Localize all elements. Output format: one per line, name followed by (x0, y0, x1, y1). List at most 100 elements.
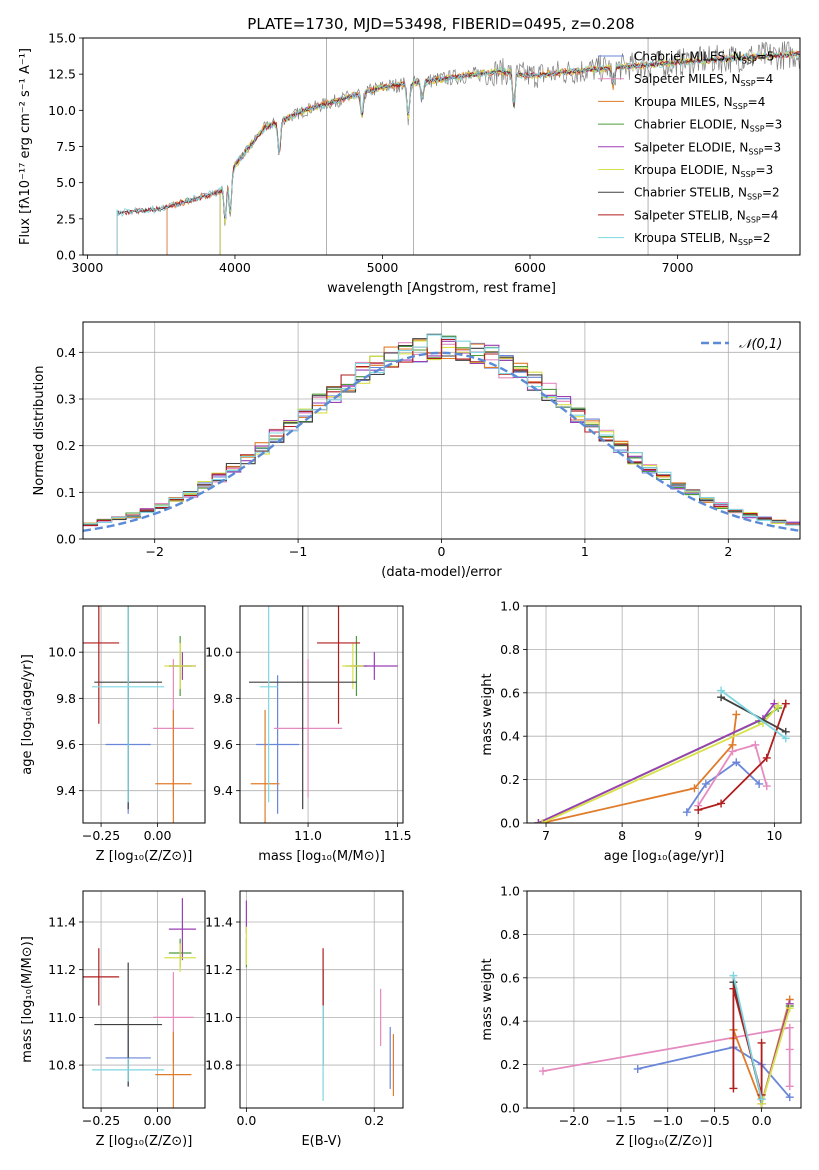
mass-vs-z-point-kroupa-stelib (92, 1057, 165, 1082)
mass-vs-z-y-tick-label: 11.2 (48, 962, 76, 977)
weight-vs-age-x-tick-label: 9 (694, 828, 702, 843)
mass-vs-ebv-axes: 0.0 0.2 10.8 11.0 11.2 11.4 E(B-V) (205, 891, 403, 1149)
residuals-axes: −2 −1 0 1 2 0.0 0.1 0.2 0.3 0.4 (data-model)/error… (32, 322, 800, 580)
chart-layer: 3000 4000 5000 6000 70000.02.55.07.510.012.5… (18, 31, 802, 1149)
age-vs-mass-y-tick-label: 9.4 (213, 783, 233, 798)
weight-vs-age-x-axis-label: age [log₁₀(age/yr)] (604, 849, 725, 864)
weight-vs-age-y-tick-label: 0.2 (500, 772, 520, 787)
weight-vs-age-y-tick-label: 0.0 (500, 816, 520, 831)
weight-vs-z-series-salpeter-stelib (729, 984, 766, 1099)
mass-vs-z-x-tick-label: −0.25 (82, 1113, 120, 1128)
series-line (698, 703, 787, 811)
series-marker (755, 779, 764, 788)
age-vs-z-point-kroupa-stelib (92, 606, 165, 803)
spectrum-x-tick-label: 4000 (219, 260, 251, 275)
weight-vs-age-x-tick-label: 7 (542, 828, 550, 843)
spectrum-frame (82, 37, 801, 256)
weight-vs-z-series-kroupa-elodie (757, 1004, 794, 1108)
series-marker (729, 971, 738, 980)
model-spectrum-kroupa-stelib (116, 50, 800, 255)
age-vs-mass-y-tick-label: 10.0 (205, 645, 233, 660)
series-marker (757, 1038, 766, 1047)
weight-vs-age-x-tick-label: 10 (766, 828, 782, 843)
residuals-y-axis-label: Normed distribution (32, 366, 47, 496)
age-vs-mass-x-axis-label: mass [log₁₀(M/M⊙)] (258, 849, 385, 864)
series-marker (729, 1084, 738, 1093)
age-vs-mass-point-kroupa-miles (250, 709, 280, 823)
spectrum-y-axis-label: Flux [fλ10⁻¹⁷ erg cm⁻² s⁻¹ A⁻¹] (18, 48, 33, 245)
series-marker (781, 699, 790, 708)
weight-vs-z-plot-area (538, 971, 794, 1108)
weight-vs-z-series-kroupa-stelib (729, 971, 766, 1104)
weight-vs-age-y-tick-label: 0.6 (500, 685, 520, 700)
spectrum-y-tick-label: 0.0 (56, 248, 76, 263)
age-vs-z-y-tick-label: 9.6 (56, 737, 76, 752)
mass-vs-z-y-axis-label: mass [log₁₀(M/M⊙)] (20, 936, 35, 1063)
weight-vs-z-y-tick-label: 0.0 (500, 1101, 520, 1116)
series-marker (785, 1093, 794, 1102)
age-vs-z-y-tick-label: 10.0 (48, 645, 76, 660)
series-marker (690, 784, 699, 793)
age-vs-mass-y-tick-label: 9.6 (213, 737, 233, 752)
mass-vs-ebv-plot-area (245, 900, 395, 1101)
weight-vs-age-y-tick-label: 1.0 (500, 599, 520, 614)
mass-vs-z-frame (82, 890, 206, 1109)
normal-reference-curve (83, 351, 800, 532)
residuals-y-tick-label: 0.0 (56, 532, 76, 547)
weight-vs-z-x-tick-label: −1.0 (653, 1113, 683, 1128)
mass-vs-z-y-tick-label: 10.8 (48, 1058, 76, 1073)
series-marker (732, 710, 741, 719)
weight-vs-age-y-tick-label: 0.8 (500, 642, 520, 657)
residuals-x-tick-label: −2 (145, 544, 163, 559)
weight-vs-age-x-tick-label: 8 (618, 828, 626, 843)
weight-vs-age-series-chabrier-miles (682, 758, 764, 817)
weight-vs-z-series-salpeter-miles (538, 1023, 794, 1091)
series-marker (762, 753, 771, 762)
mass-vs-z-x-axis-label: Z [log₁₀(Z/Z⊙)] (96, 1134, 193, 1149)
series-marker (785, 1082, 794, 1091)
mass-vs-ebv-y-tick-label: 11.0 (205, 1010, 233, 1025)
series-marker (774, 701, 783, 710)
weight-vs-z-x-tick-label: −0.5 (699, 1113, 729, 1128)
age-vs-z-frame (82, 605, 206, 824)
legend-label-salpeter-elodie: Salpeter ELODIE, NSSP=3 (634, 140, 781, 156)
series-marker (728, 740, 737, 749)
age-vs-z-x-axis-label: Z [log₁₀(Z/Z⊙)] (96, 849, 193, 864)
residuals-legend-label: 𝒩(0,1) (739, 337, 782, 352)
legend-label-kroupa-elodie: Kroupa ELODIE, NSSP=3 (634, 163, 773, 179)
series-marker (762, 782, 771, 791)
series-line (760, 1007, 791, 1104)
mass-vs-z-point-salpeter-elodie (168, 898, 196, 961)
series-marker (785, 1004, 794, 1013)
series-marker (781, 734, 790, 743)
weight-vs-age-series-kroupa-stelib (717, 686, 790, 743)
mass-vs-z-axes: −0.25 0.00 10.8 11.0 11.2 11.4 Z [log₁₀(Z/Z⊙)]… (20, 891, 205, 1149)
series-marker (785, 1045, 794, 1054)
legend-label-chabrier-miles: Chabrier MILES, NSSP=5 (634, 50, 774, 66)
weight-vs-z-x-tick-label: 0.0 (752, 1113, 772, 1128)
age-vs-mass-x-tick-label: 11.5 (384, 828, 412, 843)
series-line (686, 761, 760, 813)
weight-vs-z-y-tick-label: 0.6 (500, 970, 520, 985)
weight-vs-age-series-salpeter-elodie (534, 699, 779, 823)
weight-vs-z-x-tick-label: −2.0 (559, 1113, 589, 1128)
age-vs-z-point-kroupa-miles (155, 709, 192, 823)
mass-vs-z-point-kroupa-elodie (164, 943, 196, 973)
mass-vs-z-point-salpeter-stelib (83, 948, 120, 1006)
age-vs-mass-point-kroupa-elodie (342, 642, 364, 690)
age-vs-mass-frame (239, 605, 404, 824)
residuals-x-tick-label: 2 (724, 544, 732, 559)
weight-vs-age-frame (526, 605, 802, 824)
spectrum-y-tick-label: 5.0 (56, 175, 76, 190)
age-vs-mass-point-chabrier-miles (256, 675, 300, 814)
spectrum-y-tick-label: 15.0 (48, 31, 76, 46)
residuals-y-tick-label: 0.2 (56, 438, 76, 453)
spectrum-plot-area (116, 38, 800, 255)
spectrum-y-tick-label: 12.5 (48, 67, 76, 82)
weight-vs-z-y-tick-label: 0.2 (500, 1057, 520, 1072)
series-marker (538, 1067, 547, 1076)
residuals-x-tick-label: 0 (438, 544, 446, 559)
age-vs-mass-plot-area (248, 606, 398, 823)
age-vs-z-x-tick-label: 0.00 (144, 828, 172, 843)
